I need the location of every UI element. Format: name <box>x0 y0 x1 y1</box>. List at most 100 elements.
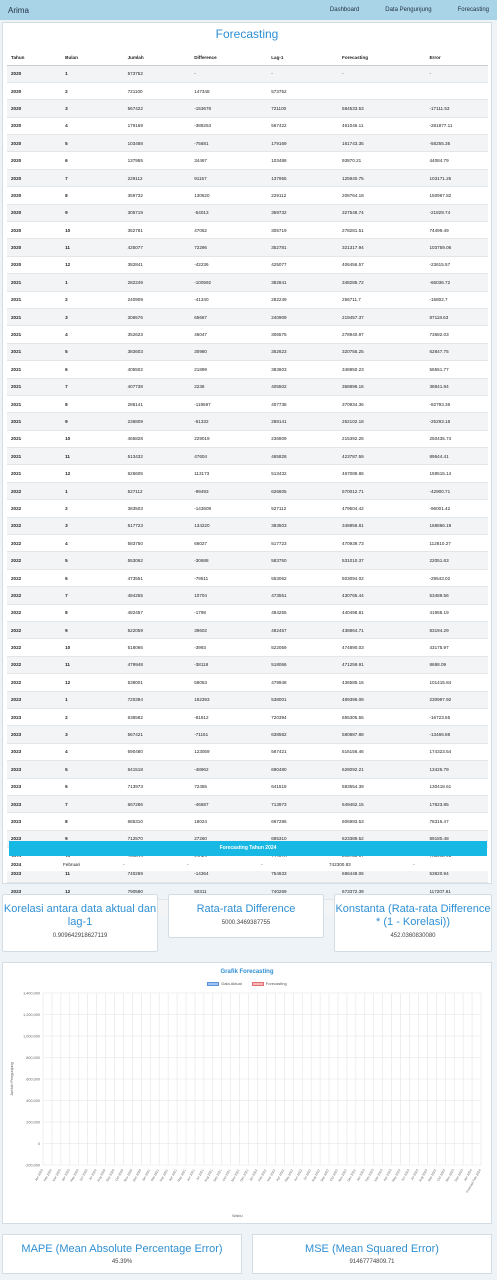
chart-xtick: Aug 2020 <box>96 1168 106 1182</box>
nav-forecasting[interactable]: Forecasting <box>457 7 489 13</box>
table-cell: 655305.55 <box>338 707 426 726</box>
table-cell: 250435.74 <box>425 429 488 448</box>
stat-title-difference: Rata-rata Difference <box>196 903 296 915</box>
chart-ytick: 800,000 <box>26 1056 40 1060</box>
table-cell: 2023 <box>7 777 62 796</box>
table-row: 2022 11 479948 -38118 518066 471259.91 8688.09 <box>7 655 488 674</box>
chart-ytick: 1,400,000 <box>23 992 40 996</box>
table-cell: 2022 <box>7 603 62 622</box>
table-cell: 583554.39 <box>338 777 426 796</box>
table-cell: 406456.57 <box>338 255 426 274</box>
table-cell: 584533.53 <box>338 99 426 118</box>
table-cell: -119597 <box>190 394 268 413</box>
forecast-error: - <box>413 861 415 867</box>
table-cell: -25293.18 <box>425 412 488 431</box>
table-cell: 2022 <box>7 620 62 639</box>
legend-actual[interactable]: Data Aktual <box>207 981 242 986</box>
chart-xtick: May 2023 <box>391 1168 402 1182</box>
table-cell: 8688.09 <box>425 655 488 674</box>
chart-xtick: Oct 2022 <box>329 1168 339 1181</box>
table-row: 2022 10 518066 -3993 522059 474890.03 43175.97 <box>7 638 488 657</box>
chart-title: Grafik Forecasting <box>220 969 274 975</box>
table-cell: 628092.21 <box>338 760 426 779</box>
chart-xtick: May 2022 <box>284 1168 295 1182</box>
nav-data-pengunjung[interactable]: Data Pengunjung <box>385 7 432 13</box>
table-cell: 10 <box>61 638 124 657</box>
table-cell: 11 <box>61 447 124 465</box>
table-cell: 484255 <box>267 603 339 622</box>
forecast-jumlah: - <box>123 861 125 867</box>
table-cell: 159515.14 <box>425 464 488 483</box>
table-cell: 5 <box>61 760 124 779</box>
table-cell: 2023 <box>7 760 62 779</box>
brand-logo[interactable]: Arima <box>8 5 29 15</box>
table-row: 2020 1 573752- - - - <box>7 64 488 83</box>
table-cell: 282249 <box>123 273 191 292</box>
table-cell: 91157 <box>190 168 268 187</box>
legend-forecast-label: Forecasting <box>265 981 287 986</box>
table-cell: 179169 <box>267 134 339 152</box>
chart-xtick: Jan 2021 <box>141 1168 151 1182</box>
table-cell: 21899 <box>190 360 268 379</box>
table-row: 2022 3 517723 134220 383503 348856.81 168866.1… <box>7 516 488 535</box>
table-row: 2023 4 690480 123059 567421 516156.46 174323.5… <box>7 742 488 761</box>
table-cell: 137955 <box>123 151 191 170</box>
table-cell: 229112 <box>267 186 339 205</box>
table-cell: 2020 <box>7 203 62 222</box>
table-cell: 2020 <box>7 134 62 152</box>
table-cell: 73682.03 <box>425 325 488 344</box>
table-cell: 513432 <box>123 447 191 465</box>
table-cell: 518066 <box>123 638 191 657</box>
table-cell: 484255 <box>123 586 191 605</box>
table-cell: 125940.75 <box>338 168 426 187</box>
nav-dashboard[interactable]: Dashboard <box>329 7 360 13</box>
table-cell: 2022 <box>7 586 62 605</box>
table-cell: 538001 <box>123 673 191 692</box>
table-cell: 74499.49 <box>425 221 488 239</box>
table-row: 2021 1 282249 -100592 382841 348285.72 -66036.… <box>7 273 488 292</box>
chart-xtick: Aug 2022 <box>311 1168 321 1182</box>
chart-ytick: 600,000 <box>26 1078 40 1082</box>
legend-forecast[interactable]: Forecasting <box>251 981 287 986</box>
chart-xtick: Dec 2021 <box>239 1168 249 1182</box>
table-cell: 7 <box>61 377 124 396</box>
table-cell: 527112 <box>123 481 191 500</box>
table-cell: 2 <box>61 290 124 309</box>
table-cell: -99493 <box>190 481 268 500</box>
table-cell: 425077 <box>267 255 339 274</box>
table-cell: 489396.08 <box>338 690 426 709</box>
table-row: 2020 9 305719 -54013 359732 327548.74 -21829.7… <box>7 203 488 222</box>
table-cell: 438864.71 <box>338 620 426 639</box>
table-cell: 2023 <box>7 707 62 726</box>
table-cell: 5 <box>61 551 124 570</box>
chart-xtick: Nov 2023 <box>445 1168 455 1182</box>
table-cell: 288141 <box>123 394 191 413</box>
table-cell: 2021 <box>7 394 62 413</box>
chart-xtick: Jun 2022 <box>293 1168 303 1182</box>
table-cell: -82793.36 <box>425 394 488 413</box>
chart-ytick: -200,000 <box>25 1164 40 1168</box>
table-cell: 2 <box>61 81 124 100</box>
table-cell: 383603 <box>267 360 339 379</box>
table-cell: -15802.7 <box>425 290 488 309</box>
table-cell: 8 <box>61 812 124 831</box>
table-cell: -38118 <box>190 655 268 674</box>
forecast-value: 742300.83 <box>329 861 351 867</box>
table-cell: 473551 <box>123 568 191 587</box>
table-cell: 567421 <box>267 742 339 761</box>
table-cell: 2022 <box>7 551 62 570</box>
table-cell: 626605 <box>123 464 191 483</box>
table-cell: 2236 <box>190 377 268 396</box>
table-cell: 11 <box>61 238 124 257</box>
table-cell: -41340 <box>190 290 268 309</box>
table-cell: 440498.81 <box>338 603 426 622</box>
table-cell: 583750 <box>267 551 339 570</box>
table-cell: 168866.19 <box>425 516 488 535</box>
table-row: 2023 8 685310 18024 667286 606993.53 78316.47 <box>7 812 488 831</box>
table-cell: 567421 <box>123 725 191 744</box>
table-cell: -58255.35 <box>425 134 488 152</box>
table-cell: 6 <box>61 360 124 379</box>
table-cell: -13466.88 <box>425 725 488 744</box>
table-cell: 474890.03 <box>338 638 426 657</box>
table-cell: 7 <box>61 586 124 605</box>
